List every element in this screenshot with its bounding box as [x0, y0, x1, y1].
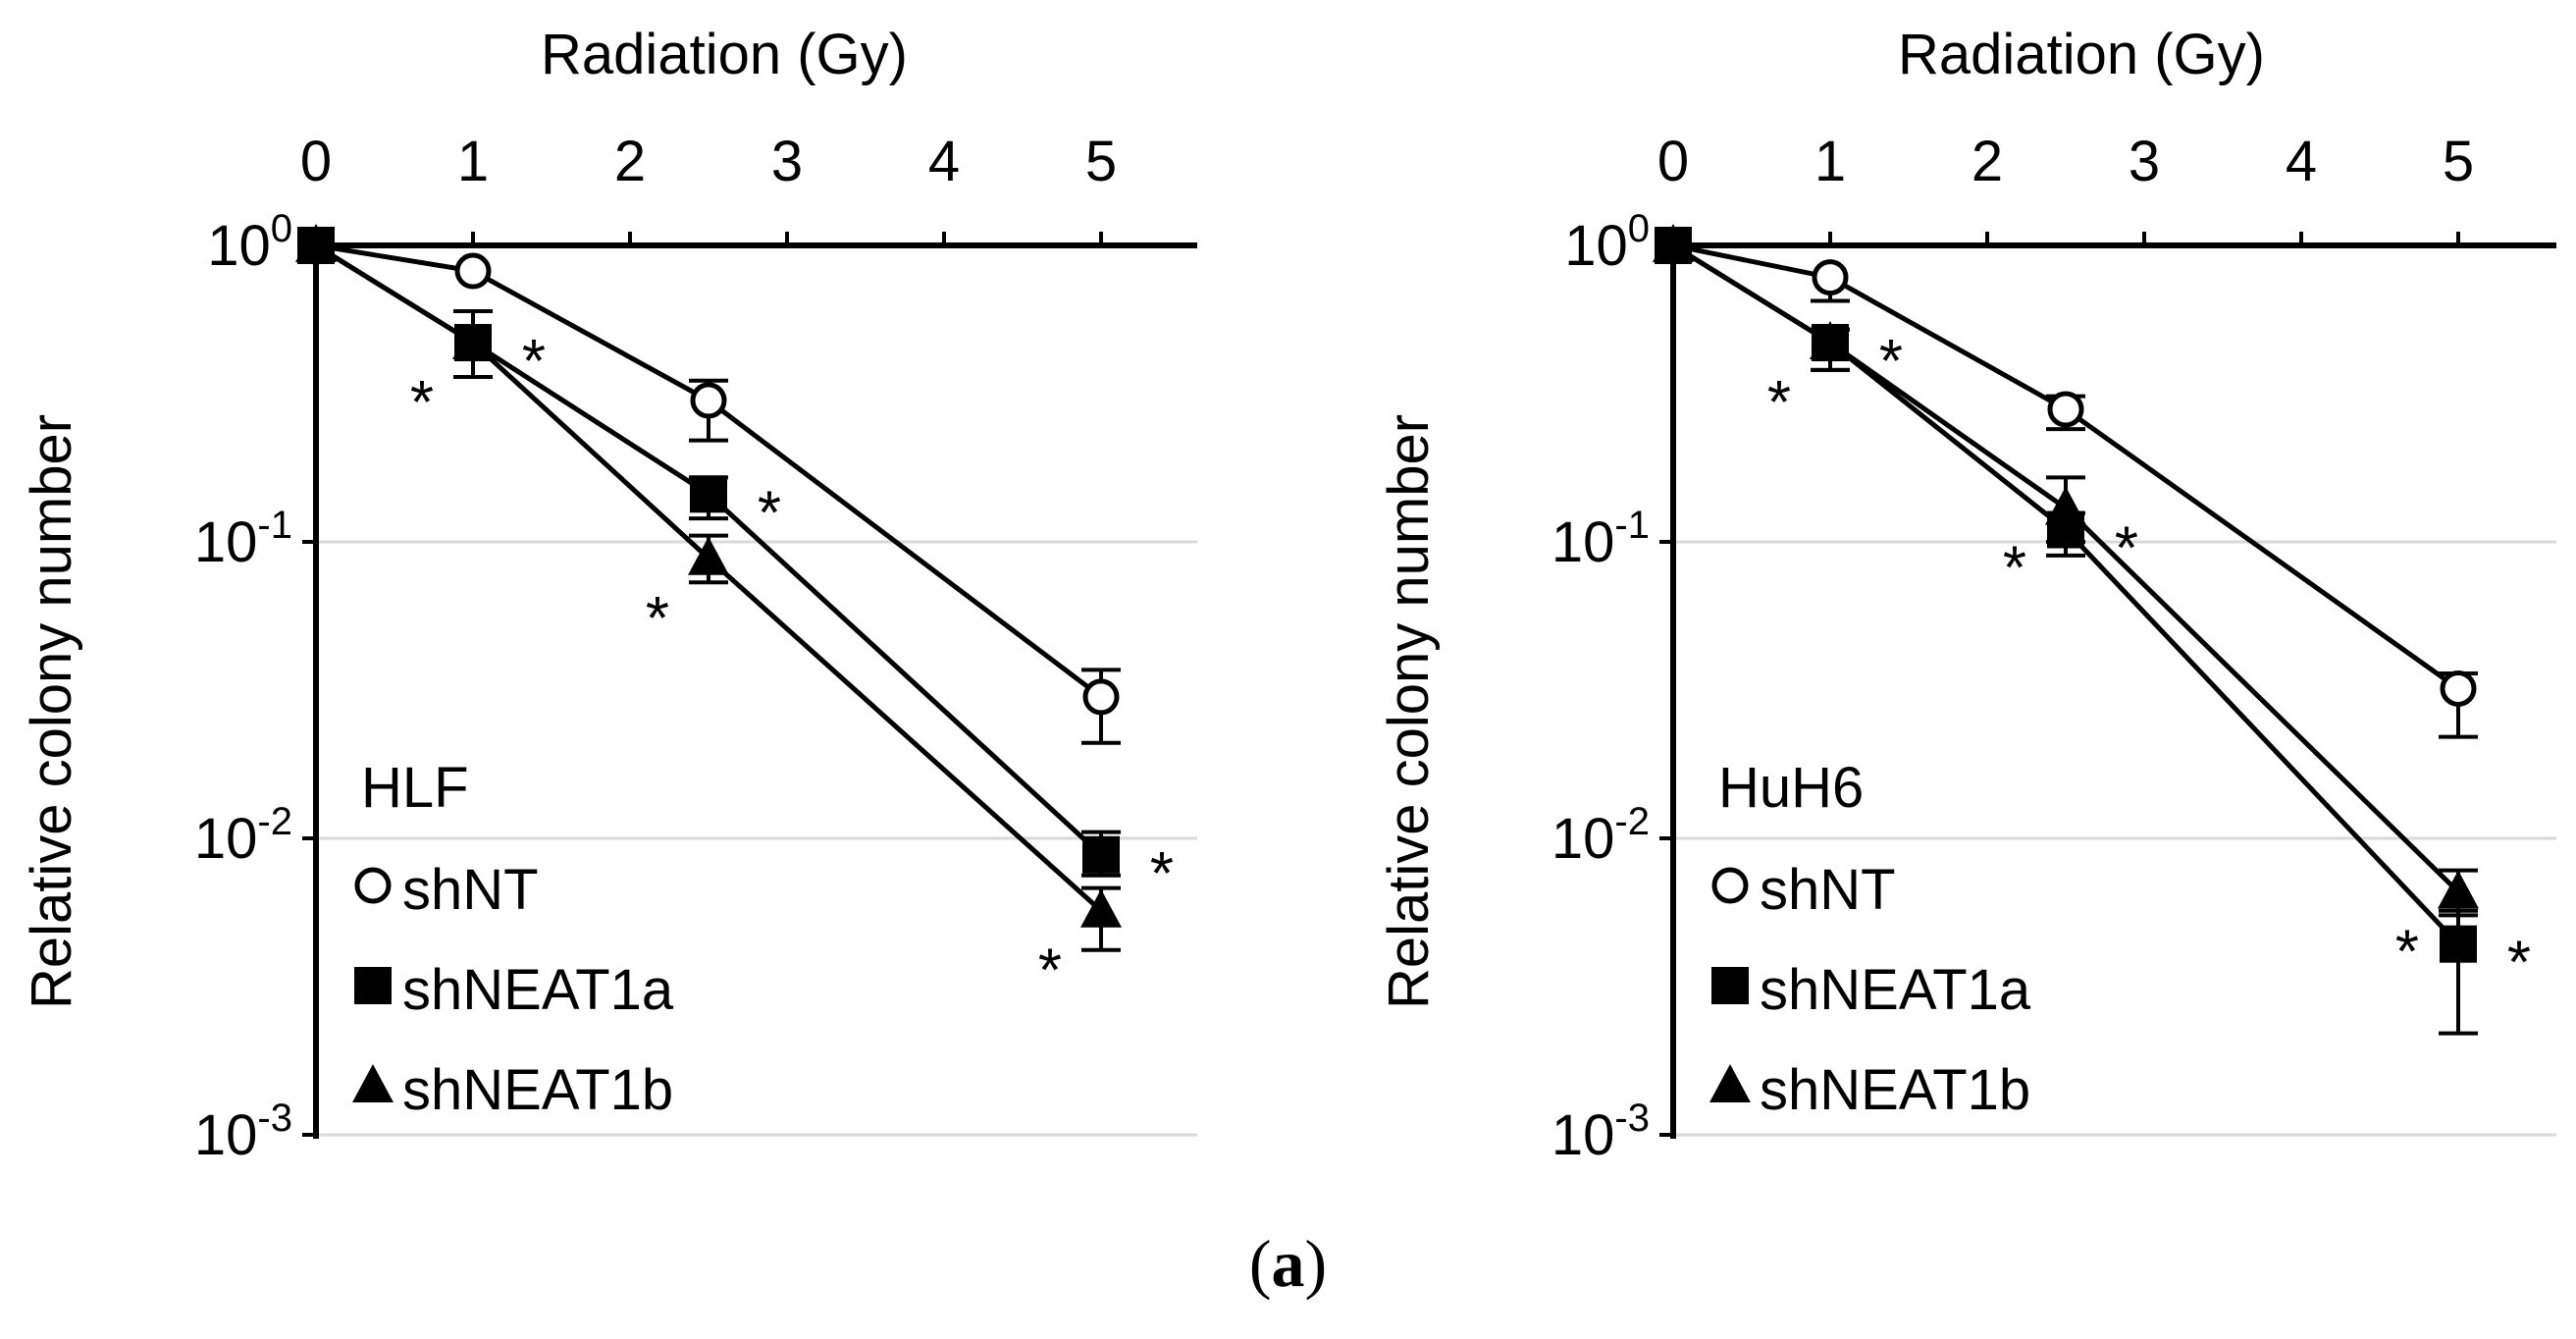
- caption-open: (: [1248, 1226, 1272, 1301]
- data-point-shNEAT1b: [295, 224, 337, 262]
- y-axis-title: Relative colony number: [1377, 414, 1441, 1009]
- significance-star: *: [2395, 918, 2419, 986]
- data-point-shNT: [1082, 678, 1120, 716]
- significance-star: *: [2003, 535, 2026, 603]
- x-tick-label: 4: [928, 130, 960, 193]
- y-tick-label: 10-2: [1551, 800, 1650, 871]
- legend-marker-shNEAT1a: [354, 967, 392, 1004]
- x-tick-label: 2: [1971, 130, 2003, 193]
- data-point-shNT: [2440, 670, 2477, 707]
- significance-star: *: [646, 585, 669, 653]
- legend-label-shNEAT1b: shNEAT1b: [1760, 1058, 2030, 1122]
- caption-close: ): [1304, 1226, 1328, 1301]
- series-line-shNT: [315, 242, 1103, 699]
- data-point-shNEAT1b: [1080, 888, 1122, 928]
- data-point-shNT: [2047, 391, 2084, 428]
- data-point-shNT: [690, 382, 727, 419]
- legend-label-shNEAT1a: shNEAT1a: [402, 958, 674, 1022]
- x-tick-label: 5: [2443, 130, 2474, 193]
- legend-marker-shNEAT1b: [352, 1064, 394, 1102]
- chart-panel-1: 0 1 2 3 4 5 Radiation (Gy) 100 10-1 10-2 10-3 Relat…: [20, 23, 1197, 1167]
- significance-star: *: [1767, 369, 1791, 437]
- legend-label-shNEAT1a: shNEAT1a: [1760, 958, 2031, 1022]
- significance-star: *: [522, 328, 546, 396]
- legend-marker-shNT: [354, 867, 392, 904]
- chart-panel-2: 0 1 2 3 4 5 Radiation (Gy) 100 10-1 10-2 10-3 Relat…: [1377, 23, 2556, 1167]
- series-line-shNEAT1b: [1671, 242, 2460, 894]
- y-tick-label: 10-3: [194, 1097, 292, 1167]
- series-line-shNEAT1b: [314, 242, 1103, 913]
- x-tick-label: 0: [1657, 130, 1689, 193]
- legend-marker-shNEAT1b: [1709, 1064, 1751, 1102]
- significance-star: *: [1879, 328, 1903, 396]
- data-point-shNEAT1b: [2045, 486, 2086, 525]
- significance-star: *: [2507, 930, 2531, 997]
- x-tick-label: 1: [1814, 130, 1846, 193]
- legend-marker-shNT: [1711, 867, 1749, 904]
- significance-star: *: [1038, 937, 1062, 1005]
- y-axis-title: Relative colony number: [20, 414, 83, 1009]
- data-point-shNEAT1a: [690, 475, 727, 513]
- figure-caption: (a): [0, 1225, 2576, 1303]
- data-point-shNEAT1b: [688, 536, 729, 575]
- data-point-shNT: [454, 252, 492, 290]
- x-tick-label: 0: [300, 130, 332, 193]
- y-tick-label: 100: [1564, 207, 1650, 278]
- legend-label-shNT: shNT: [402, 858, 539, 922]
- x-tick-label: 3: [771, 130, 803, 193]
- significance-star: *: [758, 479, 781, 547]
- data-point-shNEAT1b: [452, 321, 494, 360]
- y-tick-label: 100: [207, 207, 292, 278]
- x-axis-title: Radiation (Gy): [541, 23, 908, 86]
- x-tick-label: 2: [614, 130, 646, 193]
- x-tick-label: 3: [2129, 130, 2160, 193]
- data-point-shNEAT1b: [1810, 321, 1851, 360]
- y-tick-label: 10-1: [1551, 504, 1650, 574]
- x-tick-label: 5: [1085, 130, 1117, 193]
- x-axis-title: Radiation (Gy): [1898, 23, 2265, 86]
- data-point-shNEAT1a: [1082, 835, 1120, 874]
- significance-star: *: [2115, 514, 2138, 582]
- data-point-shNEAT1b: [2438, 870, 2479, 909]
- legend-marker-shNEAT1a: [1711, 967, 1749, 1004]
- caption-letter: a: [1271, 1226, 1305, 1301]
- y-tick-label: 10-1: [194, 504, 292, 574]
- x-tick-label: 4: [2286, 130, 2317, 193]
- legend-label-shNT: shNT: [1760, 858, 1896, 922]
- y-tick-label: 10-2: [194, 800, 292, 871]
- series-line-shNT: [1672, 242, 2460, 691]
- panel-label: HLF: [361, 756, 469, 820]
- data-point-shNEAT1b: [1653, 224, 1694, 262]
- x-tick-label: 1: [457, 130, 489, 193]
- y-tick-label: 10-3: [1551, 1097, 1650, 1167]
- data-point-shNT: [1812, 259, 1849, 296]
- significance-star: *: [410, 369, 434, 437]
- significance-star: *: [1150, 840, 1174, 908]
- panel-label: HuH6: [1718, 756, 1864, 820]
- legend-label-shNEAT1b: shNEAT1b: [402, 1058, 673, 1122]
- data-point-shNEAT1a: [2440, 925, 2477, 963]
